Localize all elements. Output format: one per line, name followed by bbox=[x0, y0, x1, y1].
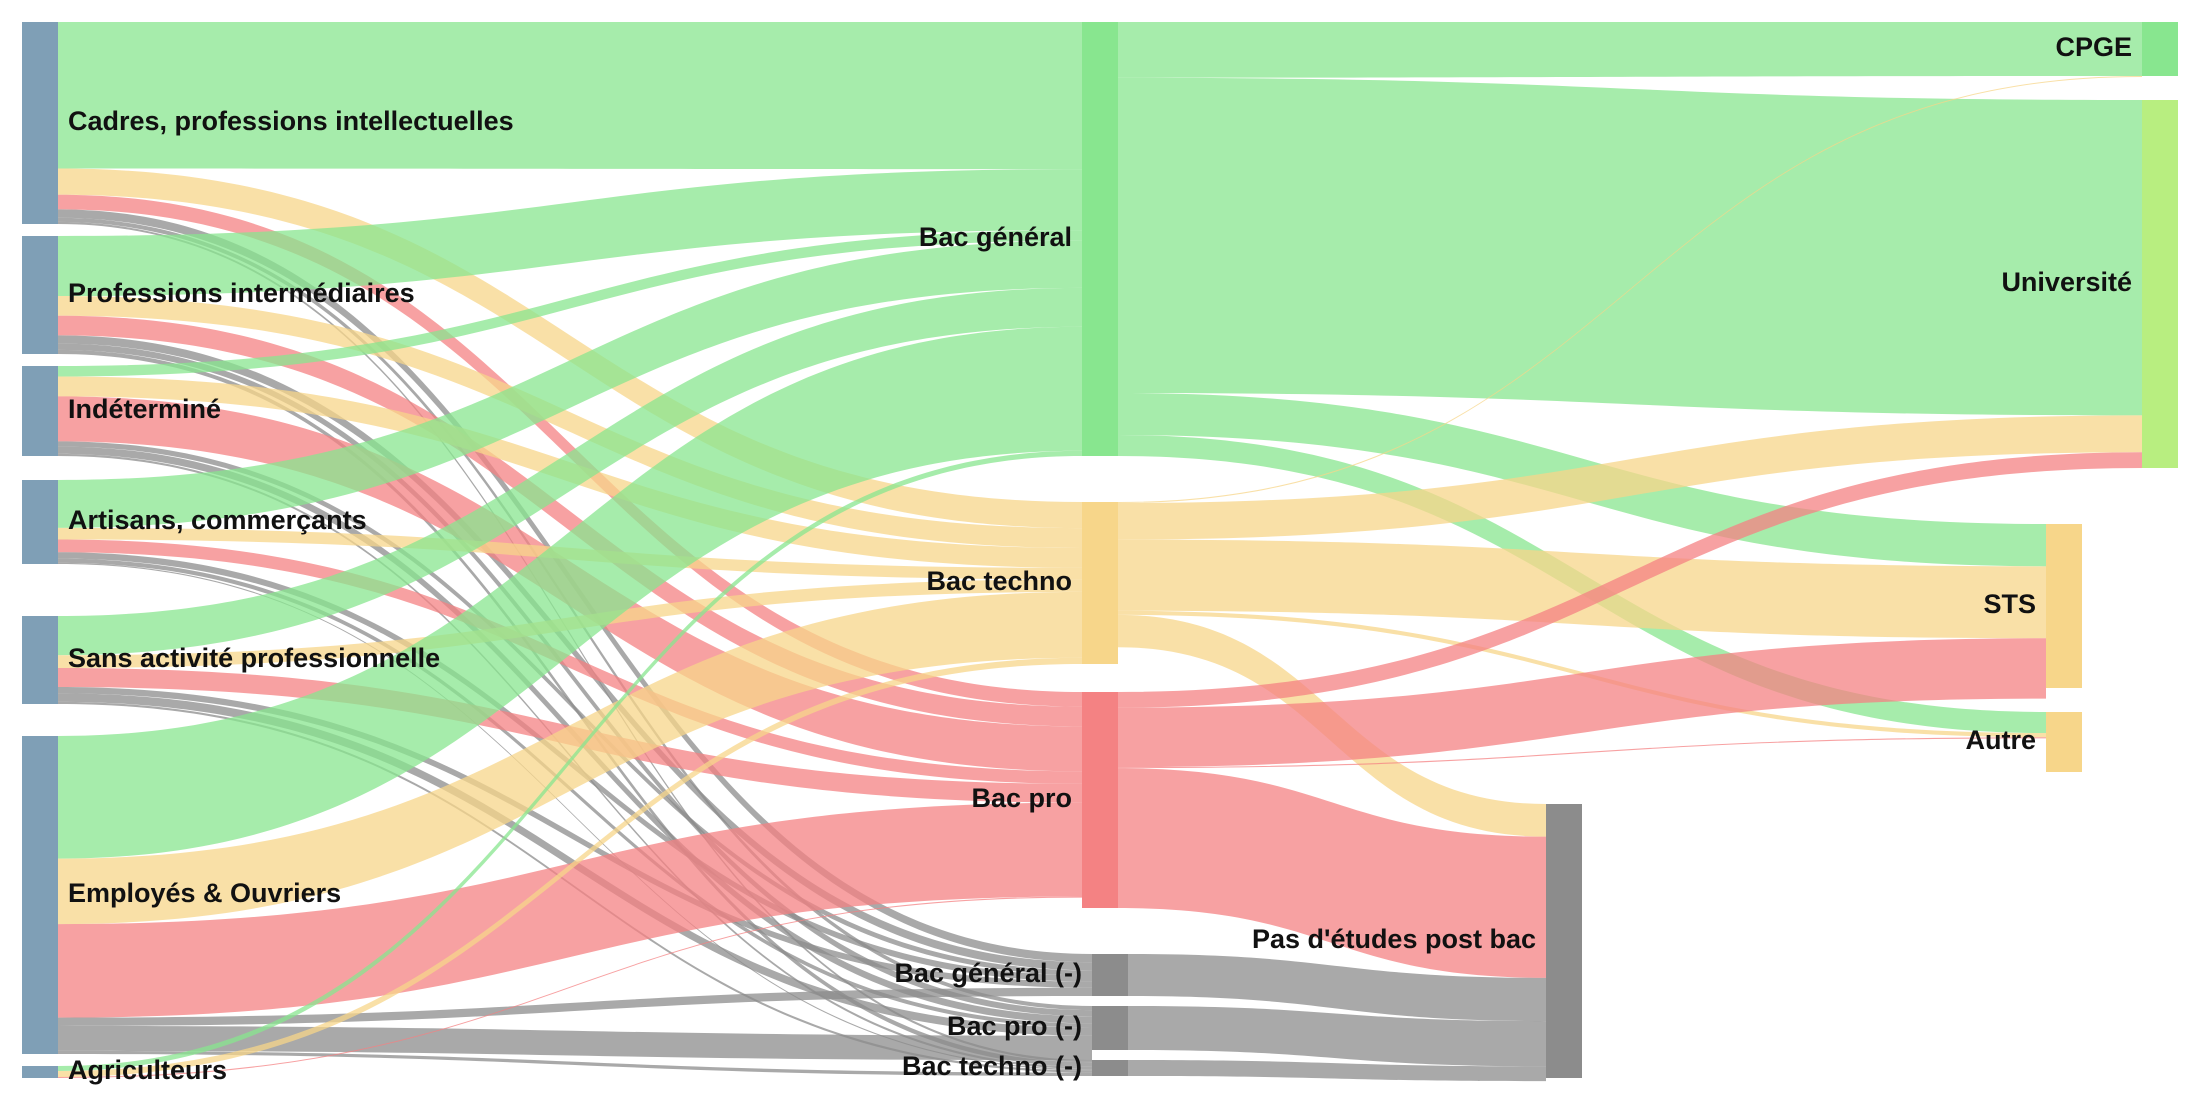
link-indet-to-bgen bbox=[58, 230, 1082, 377]
node-label-artisans: Artisans, commerçants bbox=[68, 505, 367, 535]
link-interm-to-bpro bbox=[58, 315, 1082, 727]
node-sts[interactable] bbox=[2046, 524, 2082, 688]
link-btecm-to-pas bbox=[1128, 1060, 1546, 1082]
link-agri-to-bpro bbox=[58, 896, 1082, 1078]
link-bprom-to-pas bbox=[1128, 1006, 1546, 1067]
node-pas[interactable] bbox=[1546, 804, 1582, 1078]
link-bpro-to-autre bbox=[1118, 737, 2046, 769]
link-artisans-to-bpro bbox=[58, 539, 1082, 784]
node-label-btecm: Bac techno (-) bbox=[902, 1051, 1082, 1081]
sankey-links bbox=[58, 22, 2142, 1082]
link-employes-to-btecm bbox=[58, 1050, 1092, 1076]
link-cadres-to-bgen bbox=[58, 22, 1082, 170]
node-label-bgen: Bac général bbox=[919, 222, 1072, 252]
node-cadres[interactable] bbox=[22, 22, 58, 224]
node-cpge[interactable] bbox=[2142, 22, 2178, 76]
node-interm[interactable] bbox=[22, 236, 58, 354]
node-label-pas: Pas d'études post bac bbox=[1252, 924, 1536, 954]
link-cadres-to-btec bbox=[58, 168, 1082, 529]
link-artisans-to-bprom bbox=[58, 558, 1092, 1028]
node-autre[interactable] bbox=[2046, 712, 2082, 772]
node-artisans[interactable] bbox=[22, 480, 58, 564]
link-sansact-to-bgen bbox=[58, 287, 1082, 656]
node-label-bgenm: Bac général (-) bbox=[894, 958, 1082, 988]
link-interm-to-btec bbox=[58, 296, 1082, 548]
node-agri[interactable] bbox=[22, 1066, 58, 1078]
link-bpro-to-sts bbox=[1118, 638, 2046, 768]
link-artisans-to-btecm bbox=[58, 562, 1092, 1071]
node-bgenm[interactable] bbox=[1092, 954, 1128, 996]
node-label-bpro: Bac pro bbox=[971, 783, 1072, 813]
link-bpro-to-pas bbox=[1118, 768, 1546, 978]
link-employes-to-btec bbox=[58, 591, 1082, 925]
link-btec-to-cpge bbox=[1118, 76, 2142, 504]
link-interm-to-bgen bbox=[58, 169, 1082, 297]
link-btec-to-sts bbox=[1118, 539, 2046, 639]
node-bprom[interactable] bbox=[1092, 1006, 1128, 1050]
link-agri-to-bgen bbox=[58, 450, 1082, 1072]
node-btec[interactable] bbox=[1082, 502, 1118, 664]
node-label-sansact: Sans activité professionnelle bbox=[68, 643, 440, 673]
link-bgen-to-cpge bbox=[1118, 22, 2142, 78]
node-btecm[interactable] bbox=[1092, 1060, 1128, 1076]
node-indet[interactable] bbox=[22, 366, 58, 456]
node-sansact[interactable] bbox=[22, 616, 58, 704]
node-label-univ: Université bbox=[2001, 267, 2132, 297]
link-employes-to-bgenm bbox=[58, 987, 1092, 1026]
node-label-btec: Bac techno bbox=[926, 566, 1072, 596]
sankey-labels: Cadres, professions intellectuelles Profe… bbox=[68, 32, 2132, 1085]
node-label-sts: STS bbox=[1983, 589, 2036, 619]
node-label-indet: Indéterminé bbox=[68, 394, 221, 424]
node-label-cpge: CPGE bbox=[2055, 32, 2132, 62]
node-bpro[interactable] bbox=[1082, 692, 1118, 908]
link-artisans-to-bgen bbox=[58, 240, 1082, 528]
node-label-bprom: Bac pro (-) bbox=[947, 1011, 1082, 1041]
link-bgen-to-univ bbox=[1118, 77, 2142, 416]
node-label-employes: Employés & Ouvriers bbox=[68, 878, 341, 908]
link-indet-to-bgenm bbox=[58, 441, 1092, 976]
link-bpro-to-univ bbox=[1118, 452, 2142, 708]
link-interm-to-bprom bbox=[58, 343, 1092, 1017]
link-interm-to-bgenm bbox=[58, 335, 1092, 971]
node-employes[interactable] bbox=[22, 736, 58, 1054]
link-sansact-to-bgenm bbox=[58, 687, 1092, 988]
sankey-nodes bbox=[22, 22, 2178, 1078]
link-agri-to-btec bbox=[58, 657, 1082, 1077]
node-label-agri: Agriculteurs bbox=[68, 1055, 227, 1085]
node-bgen[interactable] bbox=[1082, 22, 1118, 456]
node-label-interm: Professions intermédiaires bbox=[68, 278, 415, 308]
link-cadres-to-bpro bbox=[58, 194, 1082, 707]
node-label-cadres: Cadres, professions intellectuelles bbox=[68, 106, 514, 136]
link-bgenm-to-pas bbox=[1128, 954, 1546, 1022]
node-label-autre: Autre bbox=[1965, 725, 2036, 755]
node-univ[interactable] bbox=[2142, 100, 2178, 468]
link-btec-to-univ bbox=[1118, 415, 2142, 540]
link-employes-to-bpro bbox=[58, 802, 1082, 1018]
link-employes-to-bgen bbox=[58, 326, 1082, 859]
link-employes-to-bprom bbox=[58, 1025, 1092, 1061]
